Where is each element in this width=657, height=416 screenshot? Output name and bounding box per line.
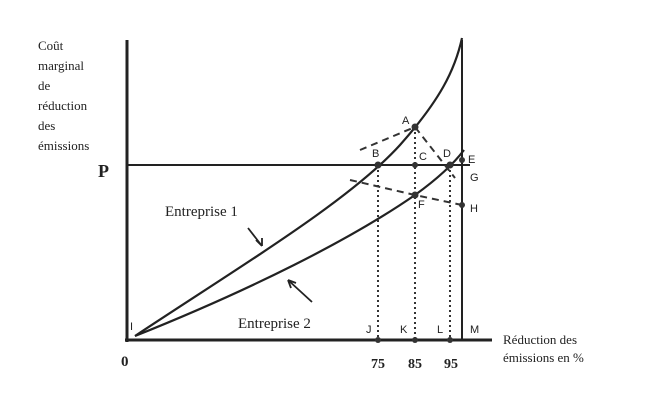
point-label: I	[130, 321, 133, 333]
point-label: K	[400, 324, 408, 336]
point-label: L	[437, 324, 443, 336]
x-tick-label: 75	[371, 357, 385, 372]
arrow-1	[247, 227, 263, 247]
point-label: D	[443, 148, 451, 160]
point-label: M	[470, 324, 479, 336]
origin-label: 0	[121, 354, 129, 370]
y-axis-label: des	[38, 118, 55, 133]
x-tick-label: 95	[444, 357, 458, 372]
point-label: H	[470, 203, 478, 215]
point-label: F	[418, 199, 425, 211]
y-axis-label: réduction	[38, 98, 88, 113]
point-label: A	[402, 115, 410, 127]
price-label: P	[98, 161, 109, 181]
markers	[374, 123, 465, 343]
x-axis-label: Réduction des	[503, 332, 577, 347]
point-label: E	[468, 154, 475, 166]
curve-label: Entreprise 1	[165, 204, 238, 220]
y-axis-label: de	[38, 78, 51, 93]
point-label: B	[372, 148, 379, 160]
x-tick-label: 85	[408, 357, 422, 372]
y-axis-label: Coût	[38, 38, 64, 53]
y-axis-label: émissions	[38, 138, 89, 153]
curve-label: Entreprise 2	[238, 316, 311, 332]
point-label: J	[366, 324, 372, 336]
x-axis-label: émissions en %	[503, 350, 584, 365]
point-label: G	[470, 172, 479, 184]
point-label: C	[419, 151, 427, 163]
y-axis-label: marginal	[38, 58, 84, 73]
dashed-a	[359, 125, 456, 179]
arrow-2	[287, 279, 313, 303]
